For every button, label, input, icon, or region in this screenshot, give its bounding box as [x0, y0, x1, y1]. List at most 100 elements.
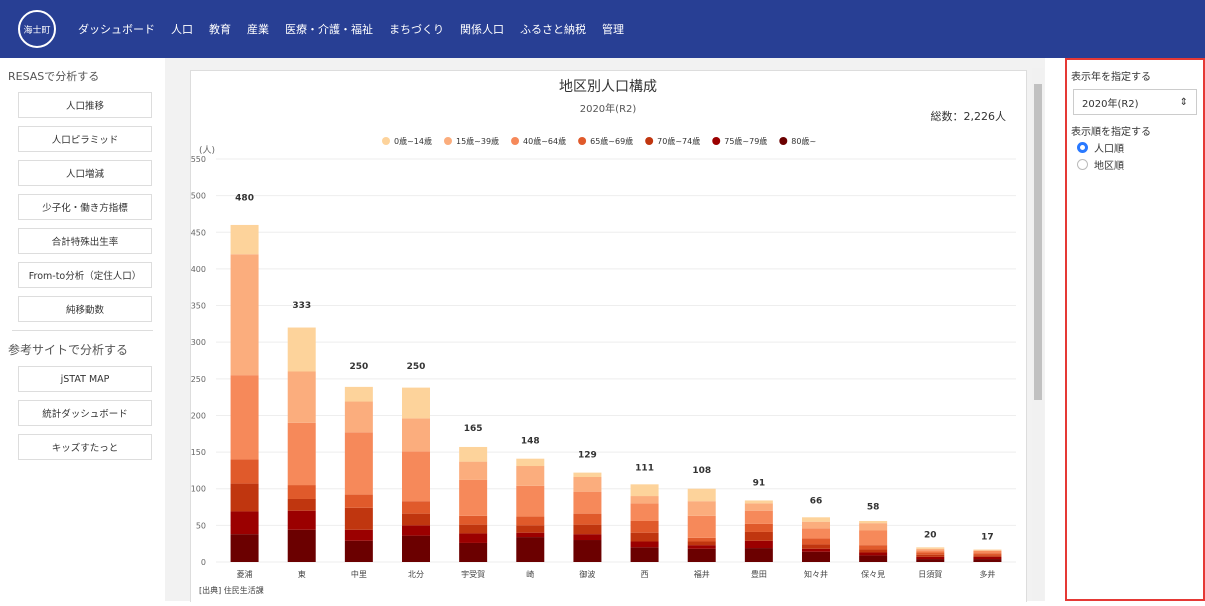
- order-label: 表示順を指定する: [1071, 127, 1151, 138]
- total-label: 480: [235, 193, 254, 203]
- total-text: 総数：2,226人: [931, 109, 1007, 123]
- radio-option[interactable]: 地区順: [1077, 157, 1203, 172]
- year-select[interactable]: 2020年(R2) ⇕: [1073, 89, 1197, 115]
- bar-segment: [402, 535, 430, 562]
- sidebar-button[interactable]: From-to分析（定住人口）: [18, 262, 152, 288]
- nav-item[interactable]: ダッシュボード: [78, 23, 155, 36]
- bar-segment: [344, 386, 373, 402]
- nav-item[interactable]: 教育: [209, 23, 231, 36]
- total-label: 17: [981, 533, 994, 543]
- y-unit: (人): [199, 145, 215, 156]
- legend-label: 0歳~14歳: [394, 136, 432, 146]
- radio-label: 人口順: [1094, 144, 1124, 155]
- total-label: 66: [810, 497, 823, 507]
- scroll-thumb[interactable]: [1034, 84, 1042, 400]
- bar-segment: [402, 418, 430, 452]
- total-label: 58: [867, 503, 880, 513]
- bar-segment: [516, 525, 545, 533]
- year-value: 2020年(R2): [1082, 98, 1139, 110]
- bar-segment: [859, 523, 888, 531]
- x-tick-label: 東: [298, 569, 306, 579]
- bar-segment: [916, 548, 945, 551]
- x-tick-label: 知々井: [804, 569, 828, 579]
- nav-item[interactable]: 関係人口: [460, 23, 504, 36]
- button-group: 人口推移人口ピラミッド 人口増減少子化・働き方指標 合計特殊出生率 From-to分析…: [0, 92, 165, 322]
- bar-segment: [744, 503, 773, 511]
- nav-item[interactable]: 人口: [171, 23, 193, 36]
- bar-segment: [459, 533, 488, 543]
- bar-segment: [402, 525, 430, 536]
- bar-segment: [802, 517, 830, 522]
- bar-segment: [459, 446, 488, 462]
- bar-segment: [230, 483, 259, 512]
- nav-item[interactable]: 管理: [602, 23, 624, 36]
- bar-segment: [744, 548, 773, 562]
- sidebar-button[interactable]: jSTAT MAP: [18, 366, 152, 392]
- chart-card: 地区別人口構成 2020年(R2) 総数：2,226人 (人) [出典] 住民生…: [190, 70, 1027, 602]
- sidebar-button[interactable]: 人口推移: [18, 92, 152, 118]
- bar-segment: [802, 538, 830, 545]
- sidebar-button[interactable]: 統計ダッシュボード: [18, 400, 152, 426]
- bar-segment: [687, 515, 716, 538]
- nav-item[interactable]: ふるさと納税: [520, 23, 586, 36]
- sidebar-button[interactable]: 純移動数: [18, 296, 152, 322]
- y-tick-label: 50: [196, 521, 206, 530]
- chart-subtitle: 2020年(R2): [580, 102, 637, 115]
- x-tick-label: 北分: [408, 570, 424, 579]
- y-tick-label: 400: [191, 265, 206, 274]
- bar-segment: [516, 516, 545, 526]
- radio-option[interactable]: 人口順: [1077, 140, 1203, 155]
- total-label: 333: [292, 301, 311, 311]
- sidebar-button[interactable]: 人口増減: [18, 160, 152, 186]
- bar-segment: [630, 520, 659, 533]
- bar-segment: [802, 548, 830, 552]
- y-tick-label: 500: [191, 192, 206, 201]
- bar-segment: [402, 387, 430, 419]
- bar-segment: [573, 472, 602, 478]
- year-label: 表示年を指定する: [1071, 72, 1151, 83]
- nav-item[interactable]: まちづくり: [389, 23, 444, 36]
- bar-segment: [973, 553, 1002, 556]
- bar-segment: [916, 547, 945, 549]
- bar-segment: [230, 375, 259, 460]
- legend-swatch: [443, 137, 452, 145]
- bar-segment: [630, 547, 659, 562]
- nav-item[interactable]: 産業: [247, 23, 269, 36]
- scrollbar[interactable]: [1032, 68, 1044, 601]
- bar-segment: [973, 556, 1002, 560]
- nav-item[interactable]: 医療・介護・福祉: [285, 23, 373, 36]
- y-tick-label: 450: [191, 228, 206, 237]
- bar-segment: [973, 549, 1002, 551]
- bar-segment: [973, 555, 1002, 557]
- bar-segment: [630, 496, 659, 504]
- bar-segment: [859, 545, 888, 550]
- sidebar-button[interactable]: 人口ピラミッド: [18, 126, 152, 152]
- bar-segment: [573, 513, 602, 525]
- sidebar-button[interactable]: 合計特殊出生率: [18, 228, 152, 254]
- sidebar-button[interactable]: キッズすたっと: [18, 434, 152, 460]
- sidebar-heading: RESASで分析する: [8, 70, 100, 83]
- bar-segment: [859, 530, 888, 546]
- total-label: 108: [692, 466, 711, 476]
- logo[interactable]: 海士町: [18, 10, 56, 48]
- bar-segment: [402, 501, 430, 514]
- bar-segment: [630, 532, 659, 542]
- legend-label: 40歳~64歳: [523, 136, 566, 146]
- bar-segment: [859, 552, 888, 556]
- bar-segment: [573, 540, 602, 562]
- total-label: 129: [578, 450, 597, 460]
- sidebar-button[interactable]: 少子化・働き方指標: [18, 194, 152, 220]
- bar-segment: [516, 485, 545, 517]
- radio-label: 地区順: [1094, 161, 1124, 172]
- legend-swatch: [779, 137, 788, 145]
- total-label: 250: [349, 362, 368, 372]
- y-tick-label: 550: [191, 155, 206, 164]
- legend-label: 15歳~39歳: [456, 136, 499, 146]
- bar-segment: [344, 529, 373, 541]
- legend-label: 75歳~79歳: [724, 136, 767, 146]
- bar-segment: [516, 458, 545, 467]
- total-label: 111: [635, 464, 654, 474]
- bar-segment: [744, 523, 773, 532]
- bar-segment: [230, 511, 259, 535]
- bar-segment: [287, 485, 316, 499]
